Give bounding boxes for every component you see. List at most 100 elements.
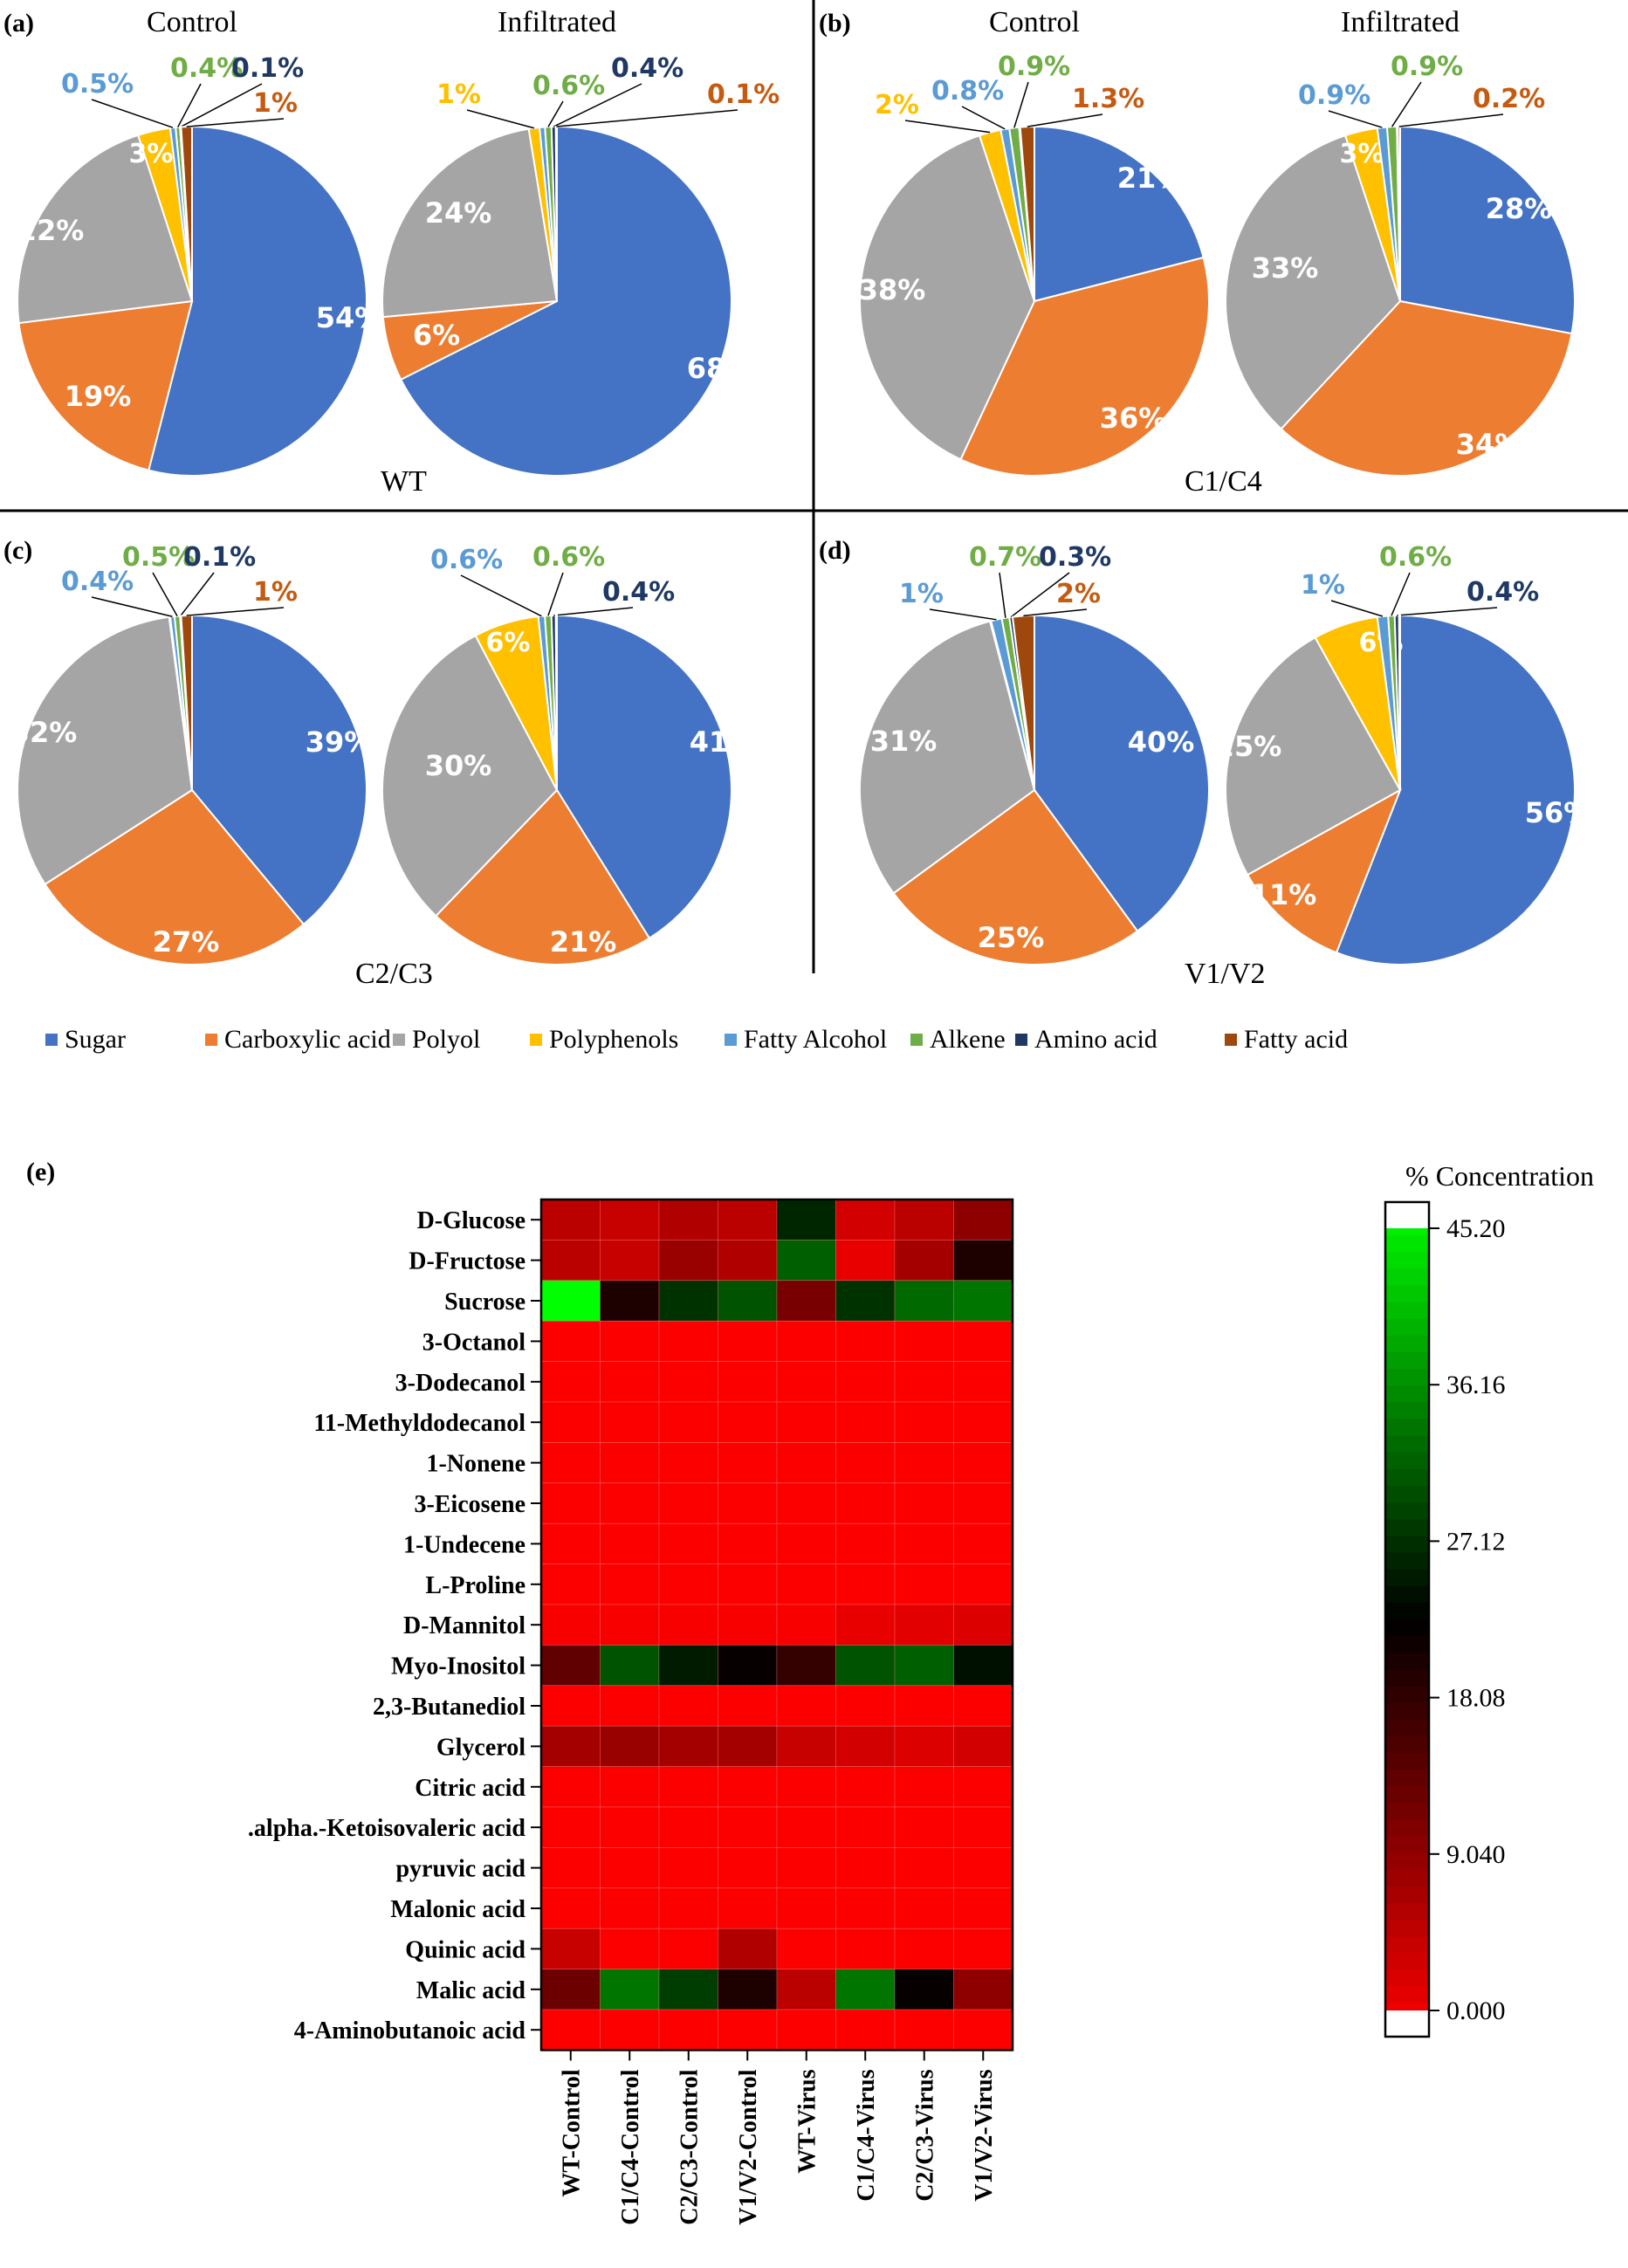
heatmap-cell — [718, 1564, 778, 1605]
heatmap-cell — [600, 1361, 660, 1403]
group-label-c2c3: C2/C3 — [355, 958, 433, 990]
pie-title-b-infiltrated: Infiltrated — [1341, 6, 1460, 38]
leader-line — [547, 572, 564, 616]
pie-slice-carboxylic-acid — [959, 256, 1210, 477]
heatmap-cell — [600, 1442, 660, 1484]
heatmap-cell — [953, 1887, 1013, 1929]
pie-label: 41% — [690, 725, 757, 759]
heatmap-cell — [953, 1280, 1013, 1322]
heatmap-cell — [540, 1564, 601, 1605]
heatmap-cell — [540, 1361, 601, 1403]
heatmap-cell — [540, 1280, 601, 1322]
heatmap-cell — [718, 1806, 778, 1848]
colorbar-step — [1385, 1252, 1429, 1269]
heatmap-cell — [894, 1685, 954, 1727]
legend-label: Fatty Alcohol — [744, 1025, 887, 1054]
colorbar-step — [1385, 1653, 1429, 1670]
pie-label-small: 0.9% — [1391, 52, 1463, 82]
pie-slice-sugar — [399, 125, 732, 477]
pie-label: 21% — [550, 925, 617, 959]
heatmap-cell — [600, 1522, 660, 1564]
colorbar-step — [1385, 1886, 1429, 1904]
colorbar-step — [1385, 1569, 1429, 1587]
pie-label: 34% — [1456, 428, 1523, 461]
pie-chart-6: 41% 21% 30% 6% 0.6% 0.6% 0.4% — [381, 542, 757, 966]
legend-label: Fatty acid — [1244, 1025, 1348, 1054]
column-label: C2/C3-Control — [677, 2069, 704, 2225]
heatmap-cell — [776, 1442, 836, 1484]
legend-swatch — [1015, 1034, 1027, 1046]
heatmap-cell — [540, 1887, 601, 1929]
heatmap-cell — [953, 2009, 1013, 2051]
pie-chart-2: 68% 6% 24% 1% 0.6%0.4% 0.1% — [381, 53, 780, 477]
leader-line — [1397, 607, 1498, 616]
heatmap-cell — [776, 1240, 836, 1282]
heatmap-cell — [894, 1564, 954, 1605]
colorbar-tick-label: 45.20 — [1446, 1214, 1506, 1243]
pie-slice-sugar — [556, 614, 732, 940]
heatmap-cell — [835, 1928, 896, 1969]
heatmap-cell — [835, 1806, 896, 1848]
heatmap-cell — [540, 1685, 601, 1727]
heatmap-cell — [953, 1361, 1013, 1403]
row-label: 3-Dodecanol — [395, 1370, 526, 1397]
panel-label-d: (d) — [819, 536, 851, 565]
heatmap-cell — [894, 1645, 954, 1687]
heatmap-cell — [953, 1847, 1013, 1889]
heatmap-cell — [776, 1969, 836, 2010]
heatmap-cell — [600, 1766, 660, 1808]
heatmap-cell — [718, 1482, 778, 1524]
heatmap-cell — [658, 1280, 718, 1322]
leader-line — [1013, 81, 1029, 128]
heatmap-cell — [658, 1685, 718, 1727]
heatmap-cell — [718, 1604, 778, 1646]
row-label: D-Fructose — [409, 1248, 525, 1275]
pie-charts: 54%19%22%3%0.5%0.4%0.1%1%68%6%24%1% 0.6%0… — [10, 52, 1592, 966]
heatmap-cell — [953, 1320, 1013, 1362]
pie-slice-polyol — [1225, 134, 1402, 430]
colorbar-step — [1385, 1735, 1429, 1754]
pie-label-small: 0.4% — [611, 53, 683, 84]
pie-label: 19% — [65, 380, 132, 413]
leader-line — [904, 120, 991, 134]
pie-label-small: 0.1% — [707, 79, 780, 110]
row-label: 3-Octanol — [422, 1329, 525, 1356]
group-label-c1c4: C1/C4 — [1185, 465, 1262, 498]
heatmap-cell — [658, 1564, 718, 1605]
pie-label: 11% — [1250, 878, 1317, 911]
heatmap-cell — [953, 1806, 1013, 1848]
legend-item-amino-acid: Amino acid — [1015, 1025, 1157, 1054]
pie-chart-8: 56%11%25%6%1%0.6%0.4% — [1215, 542, 1592, 966]
pie-slice-fatty-acid — [1398, 614, 1401, 791]
panel-label-c: (c) — [3, 536, 32, 565]
colorbar-step — [1385, 1486, 1429, 1503]
heatmap-cell — [835, 1564, 896, 1605]
heatmap-cell — [894, 1725, 954, 1767]
heatmap-cell — [658, 1442, 718, 1484]
heatmap-cell — [953, 1969, 1013, 2010]
colorbar-step — [1385, 1585, 1429, 1604]
heatmap-cell — [894, 1320, 954, 1362]
pie-label: 56% — [1525, 796, 1592, 829]
pie-label-small: 0.2% — [1473, 84, 1545, 114]
pie-label-small: 6% — [486, 628, 531, 658]
heatmap-cell — [894, 1361, 954, 1403]
heatmap-cell — [718, 1887, 778, 1929]
heatmap-cell — [953, 1766, 1013, 1808]
leader-line — [180, 572, 215, 616]
heatmap-cell — [894, 1442, 954, 1484]
heatmap-cell — [658, 1361, 718, 1403]
heatmap-cell — [835, 1199, 896, 1241]
heatmap-cell — [894, 1766, 954, 1808]
leader-line — [1010, 572, 1070, 618]
colorbar-step — [1385, 1335, 1429, 1353]
heatmap-cell — [718, 1240, 778, 1282]
colorbar-step — [1385, 1786, 1429, 1804]
pie-label: 32% — [10, 716, 78, 749]
heatmap-cell — [894, 1482, 954, 1524]
pie-slice-carboxylic-acid — [17, 299, 194, 471]
heatmap-cell — [658, 1645, 718, 1687]
heatmap-cell — [718, 1766, 778, 1808]
colorbar-step — [1385, 1852, 1429, 1871]
legend-swatch — [725, 1034, 737, 1046]
